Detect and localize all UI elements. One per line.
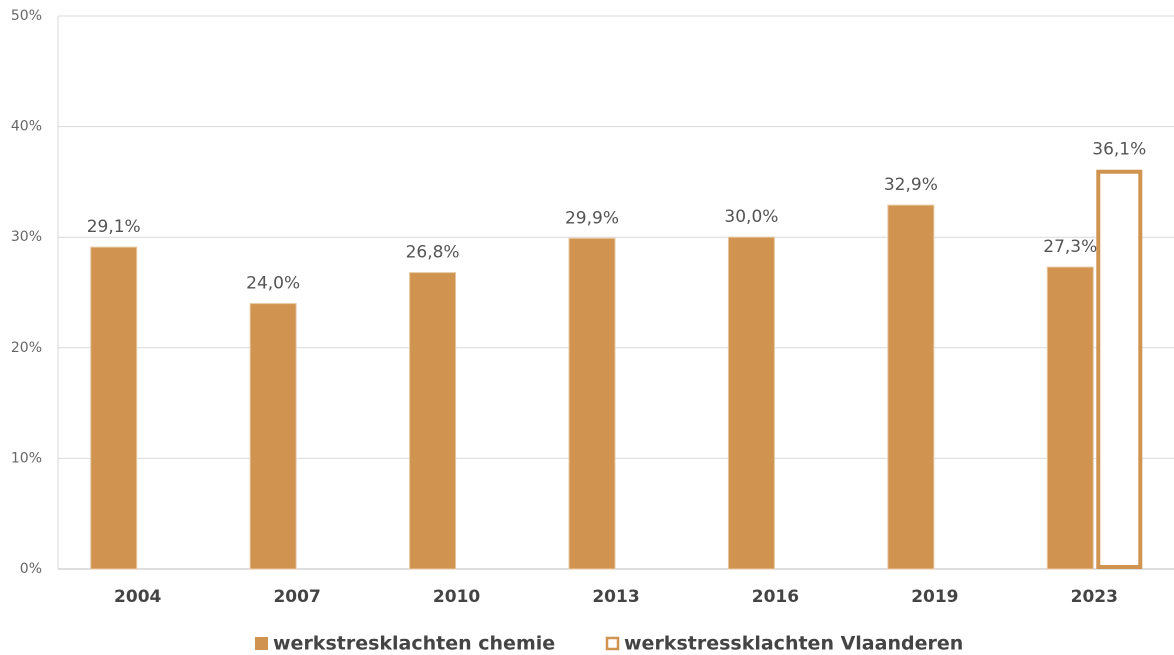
x-tick-label: 2007 [273,587,320,607]
y-tick-label: 40% [11,119,42,135]
bar [1096,169,1143,569]
y-tick-label: 10% [11,450,42,466]
x-tick-label: 2004 [114,587,161,607]
bar [409,272,457,570]
x-tick-label: 2013 [592,587,639,607]
y-tick-label: 0% [20,561,42,577]
bar [727,236,775,570]
bar [1046,266,1094,570]
x-tick-label: 2019 [911,587,958,607]
legend-swatch [605,636,620,651]
data-label: 24,0% [246,274,300,294]
data-label: 29,1% [87,217,141,237]
x-tick-label: 2016 [752,587,799,607]
x-tick-label: 2023 [1071,587,1118,607]
x-tick-label: 2010 [433,587,480,607]
y-tick-label: 20% [11,340,42,356]
data-label: 30,0% [724,207,778,227]
bar [90,246,138,570]
bar [887,204,935,570]
data-label: 27,3% [1043,237,1097,257]
y-tick-label: 30% [11,229,42,245]
bar [568,237,616,570]
data-label: 26,8% [406,243,460,263]
legend-label: werkstressklachten Vlaanderen [624,633,963,655]
legend-swatch [255,637,268,650]
data-label: 36,1% [1092,140,1146,160]
bar [249,303,297,570]
data-label: 29,9% [565,208,619,228]
legend-label: werkstresklachten chemie [273,633,555,655]
y-tick-label: 50% [11,8,42,24]
data-label: 32,9% [884,175,938,195]
